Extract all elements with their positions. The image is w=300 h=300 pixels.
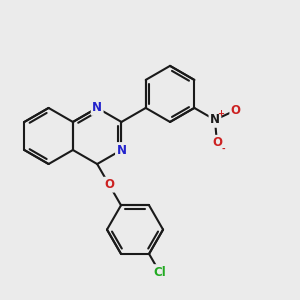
Text: Cl: Cl [153,266,166,279]
Text: N: N [210,113,220,126]
Text: -: - [221,144,225,153]
Text: N: N [92,101,102,114]
Text: N: N [116,143,127,157]
Text: +: + [218,109,225,118]
Text: O: O [231,103,241,117]
Text: O: O [104,178,114,191]
Text: O: O [212,136,222,149]
